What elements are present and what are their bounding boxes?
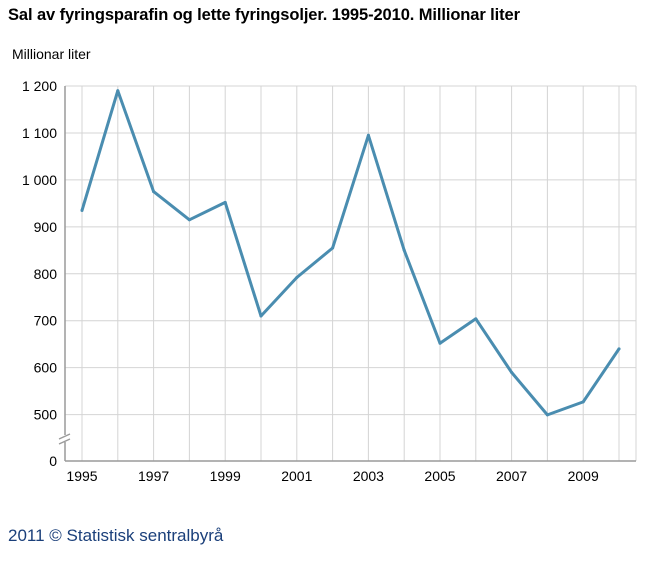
y-tick-label: 600 [34, 360, 58, 376]
data-point-2003 [366, 133, 370, 137]
data-point-2006 [474, 317, 478, 321]
data-point-1999 [223, 200, 227, 204]
x-tick-label: 1995 [66, 468, 97, 484]
y-tick-label: 700 [34, 313, 58, 329]
y-tick-label: 500 [34, 407, 58, 423]
y-axis-unit-label: Millionar liter [12, 46, 91, 62]
x-tick-label: 1999 [210, 468, 241, 484]
data-point-2009 [581, 400, 585, 404]
data-point-1997 [152, 190, 156, 194]
x-tick-label: 2003 [353, 468, 384, 484]
x-tick-label: 2009 [568, 468, 599, 484]
x-tick-label: 1997 [138, 468, 169, 484]
axis-break-gap [58, 435, 72, 442]
y-tick-label: 1 200 [22, 78, 57, 94]
chart-title: Sal av fyringsparafin og lette fyringsol… [8, 6, 520, 24]
footer-copyright: 2011 © Statistisk sentralbyrå [8, 526, 224, 545]
axis-break-stroke [58, 438, 71, 445]
series-line [80, 89, 621, 417]
y-tick-labels: 0 500 600 700 800 900 1 000 1 100 1 200 [22, 78, 57, 469]
data-point-2002 [331, 246, 335, 250]
y-tick-label: 1 100 [22, 125, 57, 141]
y-tick-label: 0 [49, 453, 57, 469]
axis-break-stroke [58, 433, 71, 440]
data-point-2001 [295, 276, 299, 280]
line-chart: 0 500 600 700 800 900 1 000 1 100 1 200 1995 1997… [22, 78, 637, 484]
x-tick-label: 2007 [496, 468, 527, 484]
horizontal-gridlines [65, 85, 636, 416]
x-tick-label: 2001 [281, 468, 312, 484]
data-point-2010 [617, 347, 621, 351]
axis-break-mark [58, 433, 72, 445]
y-tick-label: 900 [34, 219, 58, 235]
data-point-1995 [80, 208, 84, 212]
data-point-2004 [402, 248, 406, 252]
axes [64, 86, 636, 462]
y-tick-label: 800 [34, 266, 58, 282]
x-tick-label: 2005 [424, 468, 455, 484]
data-point-2000 [259, 314, 263, 318]
data-point-2007 [510, 370, 514, 374]
data-point-1998 [187, 218, 191, 222]
data-point-2005 [438, 341, 442, 345]
y-tick-label: 1 000 [22, 172, 57, 188]
data-point-1996 [116, 89, 120, 93]
data-point-2008 [545, 413, 549, 417]
x-tick-labels: 1995 1997 1999 2001 2003 2005 2007 2009 [66, 468, 599, 484]
